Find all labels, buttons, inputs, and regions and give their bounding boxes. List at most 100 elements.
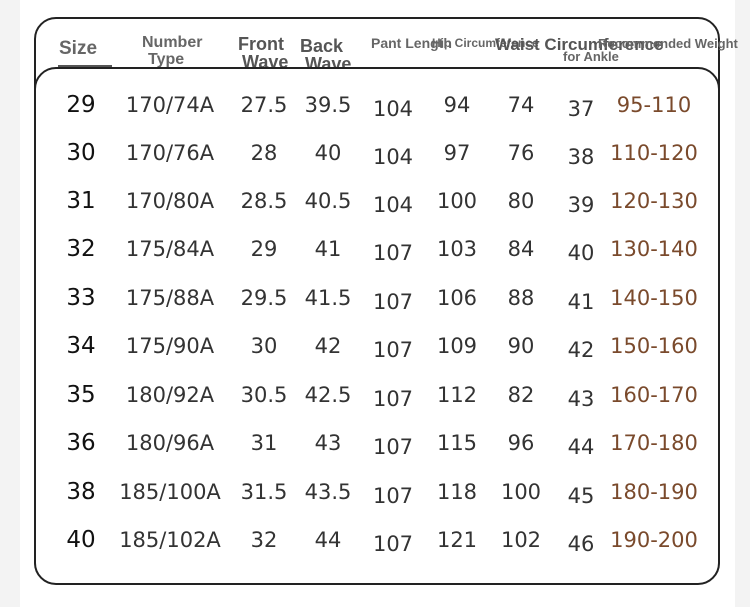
cell-front-wave: 30.5 — [240, 383, 288, 407]
cell-weight: 95-110 — [616, 93, 692, 117]
cell-weight: 150-160 — [610, 334, 698, 358]
cell-front-wave: 29 — [250, 237, 278, 261]
table-row: 38 185/100A 31.5 43.5 107 118 100 45 180… — [0, 468, 750, 516]
cell-waist: 90 — [507, 334, 535, 358]
cell-back-wave: 42.5 — [304, 383, 352, 407]
cell-number-type: 170/74A — [125, 93, 215, 117]
header-hip-circumference: Hip Circumference — [432, 36, 539, 50]
cell-back-wave: 42 — [314, 334, 342, 358]
cell-weight: 180-190 — [610, 480, 698, 504]
cell-number-type: 170/76A — [125, 141, 215, 165]
cell-size: 34 — [66, 333, 96, 359]
cell-waist: 74 — [507, 93, 535, 117]
header-front-wave-line2: Wave — [242, 52, 289, 72]
cell-weight: 120-130 — [610, 189, 698, 213]
cell-ankle: 37 — [567, 97, 595, 121]
table-row: 29 170/74A 27.5 39.5 104 94 74 37 95-110 — [0, 81, 750, 129]
cell-weight: 190-200 — [610, 528, 698, 552]
cell-size: 36 — [66, 430, 96, 456]
cell-weight: 160-170 — [610, 383, 698, 407]
table-row: 30 170/76A 28 40 104 97 76 38 110-120 — [0, 129, 750, 177]
cell-pant-length: 107 — [372, 338, 414, 362]
cell-ankle: 46 — [567, 532, 595, 556]
cell-size: 38 — [66, 479, 96, 505]
cell-weight: 140-150 — [610, 286, 698, 310]
table-row: 33 175/88A 29.5 41.5 107 106 88 41 140-1… — [0, 274, 750, 322]
header-number-type-line2: Type — [148, 51, 185, 68]
cell-front-wave: 31.5 — [240, 480, 288, 504]
cell-number-type: 185/100A — [119, 480, 221, 504]
cell-waist: 102 — [500, 528, 542, 552]
cell-pant-length: 104 — [372, 97, 414, 121]
cell-number-type: 180/92A — [125, 383, 215, 407]
cell-back-wave: 41.5 — [304, 286, 352, 310]
header-for-ankle: for Ankle — [563, 49, 619, 64]
cell-back-wave: 44 — [314, 528, 342, 552]
cell-pant-length: 107 — [372, 241, 414, 265]
cell-waist: 96 — [507, 431, 535, 455]
cell-back-wave: 43.5 — [304, 480, 352, 504]
cell-pant-length: 104 — [372, 193, 414, 217]
cell-hip: 115 — [436, 431, 478, 455]
cell-hip: 103 — [436, 237, 478, 261]
table-row: 36 180/96A 31 43 107 115 96 44 170-180 — [0, 419, 750, 467]
cell-front-wave: 32 — [250, 528, 278, 552]
table-row: 34 175/90A 30 42 107 109 90 42 150-160 — [0, 322, 750, 370]
cell-back-wave: 40 — [314, 141, 342, 165]
cell-weight: 110-120 — [610, 141, 698, 165]
cell-waist: 88 — [507, 286, 535, 310]
cell-pant-length: 107 — [372, 435, 414, 459]
cell-ankle: 39 — [567, 193, 595, 217]
cell-waist: 80 — [507, 189, 535, 213]
cell-size: 29 — [66, 92, 96, 118]
cell-pant-length: 107 — [372, 387, 414, 411]
cell-hip: 100 — [436, 189, 478, 213]
table-row: 40 185/102A 32 44 107 121 102 46 190-200 — [0, 516, 750, 564]
cell-size: 30 — [66, 140, 96, 166]
cell-pant-length: 104 — [372, 145, 414, 169]
cell-number-type: 180/96A — [125, 431, 215, 455]
cell-hip: 106 — [436, 286, 478, 310]
cell-hip: 94 — [443, 93, 471, 117]
cell-waist: 76 — [507, 141, 535, 165]
cell-size: 40 — [66, 527, 96, 553]
cell-pant-length: 107 — [372, 290, 414, 314]
cell-ankle: 42 — [567, 338, 595, 362]
cell-ankle: 43 — [567, 387, 595, 411]
cell-ankle: 41 — [567, 290, 595, 314]
header-size: Size — [59, 38, 98, 59]
header-front-wave-line1: Front — [238, 34, 284, 54]
table-header: Size Number Type Front Wave Back Wave Pa… — [0, 0, 750, 73]
cell-size: 35 — [66, 382, 96, 408]
table-body-frame — [34, 67, 720, 585]
table-row: 35 180/92A 30.5 42.5 107 112 82 43 160-1… — [0, 371, 750, 419]
cell-ankle: 45 — [567, 484, 595, 508]
cell-hip: 97 — [443, 141, 471, 165]
header-recommended-weight: Recommended Weight — [598, 36, 738, 51]
cell-ankle: 40 — [567, 241, 595, 265]
cell-waist: 100 — [500, 480, 542, 504]
cell-hip: 121 — [436, 528, 478, 552]
cell-front-wave: 27.5 — [240, 93, 288, 117]
cell-weight: 170-180 — [610, 431, 698, 455]
header-number-type-line1: Number — [142, 34, 203, 51]
cell-size: 31 — [66, 188, 96, 214]
cell-weight: 130-140 — [610, 237, 698, 261]
cell-hip: 118 — [436, 480, 478, 504]
cell-front-wave: 31 — [250, 431, 278, 455]
header-pant-length: Pant Length — [371, 35, 452, 51]
cell-back-wave: 40.5 — [304, 189, 352, 213]
cell-hip: 109 — [436, 334, 478, 358]
cell-pant-length: 107 — [372, 532, 414, 556]
cell-front-wave: 30 — [250, 334, 278, 358]
cell-front-wave: 28.5 — [240, 189, 288, 213]
header-waist-circumference: Waist Circumference — [495, 35, 664, 54]
cell-number-type: 175/90A — [125, 334, 215, 358]
header-back-wave-line1: Back — [300, 36, 344, 56]
cell-number-type: 175/84A — [125, 237, 215, 261]
cell-size: 32 — [66, 236, 96, 262]
cell-back-wave: 43 — [314, 431, 342, 455]
cell-back-wave: 39.5 — [304, 93, 352, 117]
cell-ankle: 38 — [567, 145, 595, 169]
size-header-underline — [58, 65, 112, 67]
